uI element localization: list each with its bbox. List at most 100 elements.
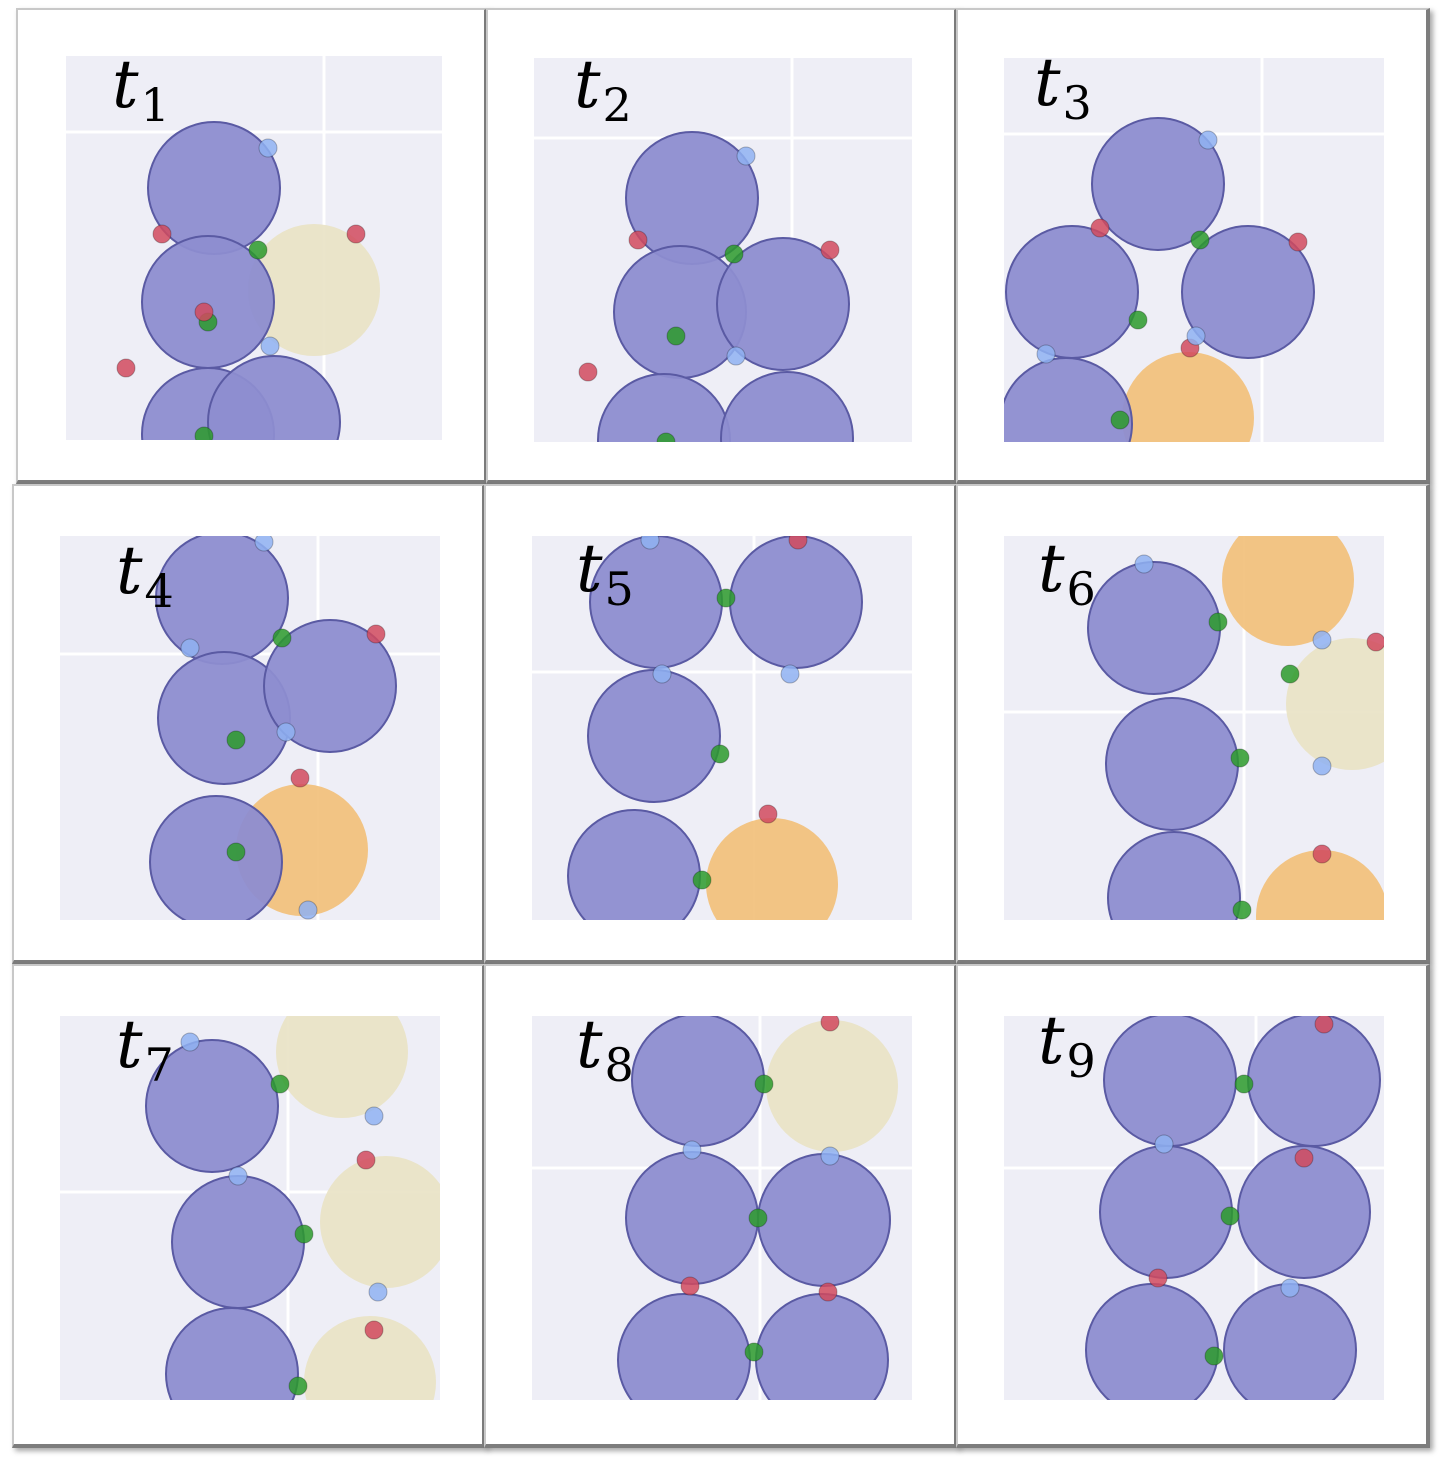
port-dot-icon <box>640 536 660 550</box>
port-dot-icon <box>1312 844 1332 864</box>
panel-t2-scene <box>534 58 912 442</box>
time-symbol: t <box>1038 530 1065 607</box>
scene-canvas <box>534 58 912 442</box>
port-dot-icon <box>1186 326 1206 346</box>
port-dot-icon <box>716 588 736 608</box>
port-dot-icon <box>1312 630 1332 650</box>
panel-t3: t3 <box>956 8 1430 484</box>
panel-t1-label: t1 <box>112 52 170 129</box>
agent-circle-icon <box>145 1039 279 1173</box>
agent-circle-icon <box>171 1175 305 1309</box>
time-index: 9 <box>1066 1034 1096 1088</box>
panel-t9: t9 <box>956 964 1430 1448</box>
panel-t4-scene <box>60 536 440 920</box>
time-index: 6 <box>1066 562 1096 616</box>
port-dot-icon <box>1280 664 1300 684</box>
panel-t6-label: t6 <box>1038 536 1096 613</box>
time-index: 2 <box>602 78 632 132</box>
port-dot-icon <box>258 138 278 158</box>
time-index: 3 <box>1062 76 1092 130</box>
panel-t6: t6 <box>956 484 1430 964</box>
port-dot-icon <box>726 346 746 366</box>
port-dot-icon <box>1366 632 1384 652</box>
agent-circle-icon <box>720 371 854 442</box>
port-dot-icon <box>254 536 274 552</box>
time-index: 5 <box>604 562 634 616</box>
port-dot-icon <box>288 1376 308 1396</box>
port-dot-icon <box>652 664 672 684</box>
port-dot-icon <box>276 722 296 742</box>
panel-t3-label: t3 <box>1034 50 1092 127</box>
port-dot-icon <box>1134 554 1154 574</box>
object-circle-icon <box>766 1020 898 1152</box>
port-dot-icon <box>1314 1016 1334 1034</box>
port-dot-icon <box>290 768 310 788</box>
agent-circle-icon <box>1091 117 1225 251</box>
agent-circle-icon <box>1004 357 1133 442</box>
port-dot-icon <box>366 624 386 644</box>
time-symbol: t <box>1038 1002 1065 1079</box>
port-dot-icon <box>744 1342 764 1362</box>
port-dot-icon <box>1234 1074 1254 1094</box>
port-dot-icon <box>1190 230 1210 250</box>
agent-circle-icon <box>729 536 863 669</box>
panel-t1: t1 <box>16 8 488 484</box>
object-circle-icon <box>1286 638 1384 770</box>
agent-circle-icon <box>149 795 283 920</box>
panel-t8: t8 <box>484 964 958 1448</box>
port-dot-icon <box>226 730 246 750</box>
panel-t8-scene <box>532 1016 912 1400</box>
agent-circle-icon <box>155 536 289 665</box>
port-dot-icon <box>368 1282 388 1302</box>
panel-t4: t4 <box>12 484 486 964</box>
agent-circle-icon <box>165 1307 299 1400</box>
panel-t5: t5 <box>484 484 958 964</box>
panel-t5-label: t5 <box>576 536 634 613</box>
agent-circle-icon <box>631 1016 765 1147</box>
agent-circle-icon <box>716 237 850 371</box>
agent-circle-icon <box>263 619 397 753</box>
port-dot-icon <box>228 1166 248 1186</box>
port-dot-icon <box>1312 756 1332 776</box>
port-dot-icon <box>1208 612 1228 632</box>
scene-canvas <box>66 56 442 440</box>
port-dot-icon <box>364 1106 384 1126</box>
port-dot-icon <box>692 870 712 890</box>
port-dot-icon <box>666 326 686 346</box>
port-dot-icon <box>1294 1148 1314 1168</box>
panel-t3-scene <box>1004 58 1384 442</box>
panel-t9-label: t9 <box>1038 1008 1096 1085</box>
time-symbol: t <box>116 532 143 609</box>
port-dot-icon <box>116 358 136 378</box>
port-dot-icon <box>1128 310 1148 330</box>
scene-canvas <box>60 1016 440 1400</box>
port-dot-icon <box>364 1320 384 1340</box>
port-dot-icon <box>710 744 730 764</box>
port-dot-icon <box>820 1146 840 1166</box>
panel-t7-scene <box>60 1016 440 1400</box>
panel-t2-label: t2 <box>574 52 632 129</box>
time-index: 1 <box>140 78 170 132</box>
panel-t2: t2 <box>486 8 958 484</box>
port-dot-icon <box>628 230 648 250</box>
port-dot-icon <box>180 1032 200 1052</box>
port-dot-icon <box>1280 1278 1300 1298</box>
agent-circle-icon <box>1005 225 1139 359</box>
object-circle-icon <box>248 224 380 356</box>
port-dot-icon <box>758 804 778 824</box>
port-dot-icon <box>1198 130 1218 150</box>
port-dot-icon <box>1110 410 1130 430</box>
port-dot-icon <box>1204 1346 1224 1366</box>
time-symbol: t <box>576 1006 603 1083</box>
time-symbol: t <box>574 46 601 123</box>
panel-t7-label: t7 <box>116 1012 174 1089</box>
agent-circle-icon <box>587 669 721 803</box>
agent-circle-icon <box>1105 697 1239 831</box>
panel-t9-scene <box>1004 1016 1384 1400</box>
object-circle-icon <box>1122 352 1254 442</box>
scene-canvas <box>532 1016 912 1400</box>
agent-circle-icon <box>1103 1016 1237 1147</box>
port-dot-icon <box>356 1150 376 1170</box>
port-dot-icon <box>298 900 318 920</box>
